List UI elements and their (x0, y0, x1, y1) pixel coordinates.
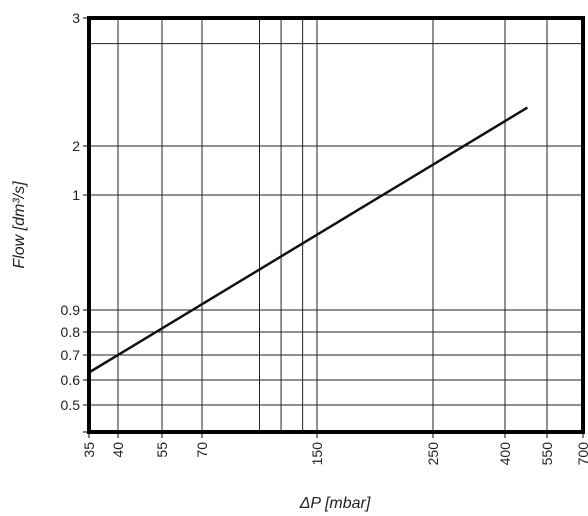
plot-frame (87, 16, 585, 434)
y-tick-label: 0.5 (61, 397, 81, 413)
x-tick-label: 700 (575, 442, 588, 466)
x-tick-label: 70 (194, 442, 210, 458)
x-tick-label: 150 (309, 442, 325, 466)
x-axis-label: ΔP [mbar] (299, 495, 371, 512)
y-tick-label: 0.9 (61, 302, 81, 318)
y-tick-label: 0.8 (61, 324, 81, 340)
x-tick-label: 35 (81, 442, 97, 458)
y-axis-label: Flow [dm³/s] (11, 181, 28, 269)
series-layer (88, 106, 529, 374)
flow-curve-line (88, 106, 529, 374)
y-tick-label: 2 (72, 138, 80, 154)
x-tick-label: 400 (497, 442, 513, 466)
y-tick-label: 3 (72, 10, 80, 26)
x-tick-label: 40 (110, 442, 126, 458)
y-tick-label: 0.7 (61, 347, 81, 363)
grid-layer (89, 18, 583, 432)
ticks-layer: 35 40 55 70 150 250 400 550 700 0.5 0.6 0.7 0.8 0.9 1 2… (61, 10, 588, 465)
x-tick-label: 250 (425, 442, 441, 466)
x-tick-label: 550 (539, 442, 555, 466)
x-tick-label: 55 (154, 442, 170, 458)
y-tick-label: 0.6 (61, 372, 81, 388)
y-tick-label: 1 (72, 187, 80, 203)
